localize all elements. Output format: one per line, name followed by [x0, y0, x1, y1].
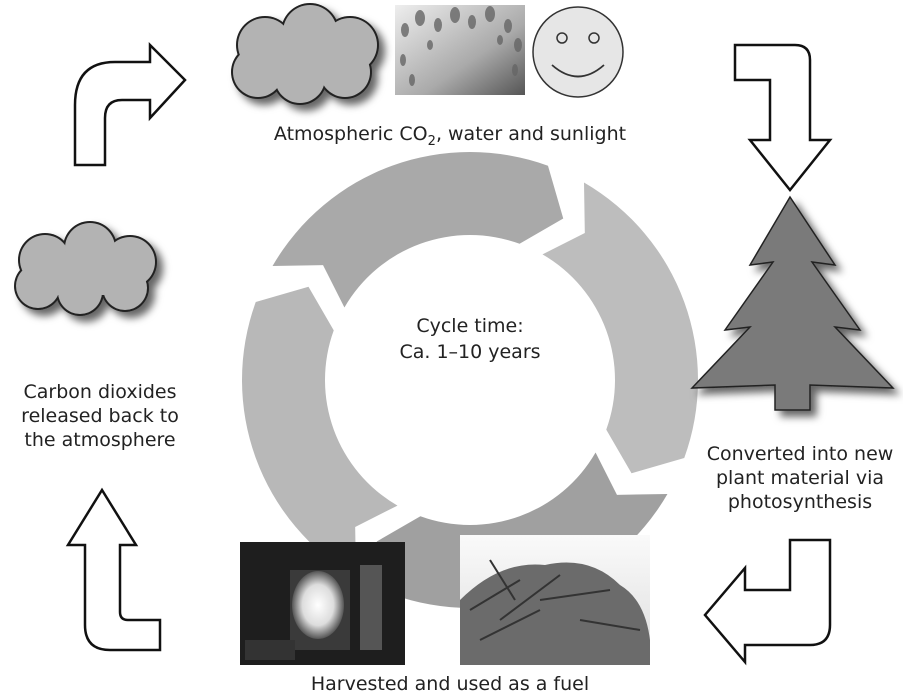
center-label-line: Ca. 1–10 years	[399, 341, 540, 363]
right-label-line: plant material via	[716, 467, 884, 489]
arrow-top-right	[733, 43, 833, 193]
subscript: 2	[428, 134, 436, 149]
cycle-arrow	[272, 152, 564, 308]
cycle-arrow	[242, 286, 398, 578]
label-part: , water and sunlight	[436, 123, 626, 145]
arrow-bottom-right	[703, 538, 832, 666]
center-label-line: Cycle time:	[416, 315, 523, 337]
bottom-label: Harvested and used as a fuel	[311, 673, 589, 695]
raindrops-image	[395, 5, 525, 95]
cloud-left	[14, 221, 157, 316]
cloud-top	[231, 3, 379, 105]
label-part: Atmospheric CO	[274, 123, 428, 145]
left-label-line: Carbon dioxides	[23, 381, 176, 403]
right-label-line: Converted into new	[707, 443, 894, 465]
arrow-bottom-left	[65, 487, 162, 652]
left-label-line: released back to	[21, 405, 179, 427]
tree	[690, 195, 895, 411]
top-label: Atmospheric CO2, water and sunlight	[274, 123, 626, 149]
left-label-line: the atmosphere	[24, 429, 175, 451]
fire-photo	[240, 542, 405, 665]
arrow-top-left	[73, 41, 187, 167]
sun-smiley	[532, 6, 624, 98]
right-label-line: photosynthesis	[728, 491, 872, 513]
woodpile-photo	[460, 535, 650, 665]
cycle-arrow	[542, 182, 698, 474]
